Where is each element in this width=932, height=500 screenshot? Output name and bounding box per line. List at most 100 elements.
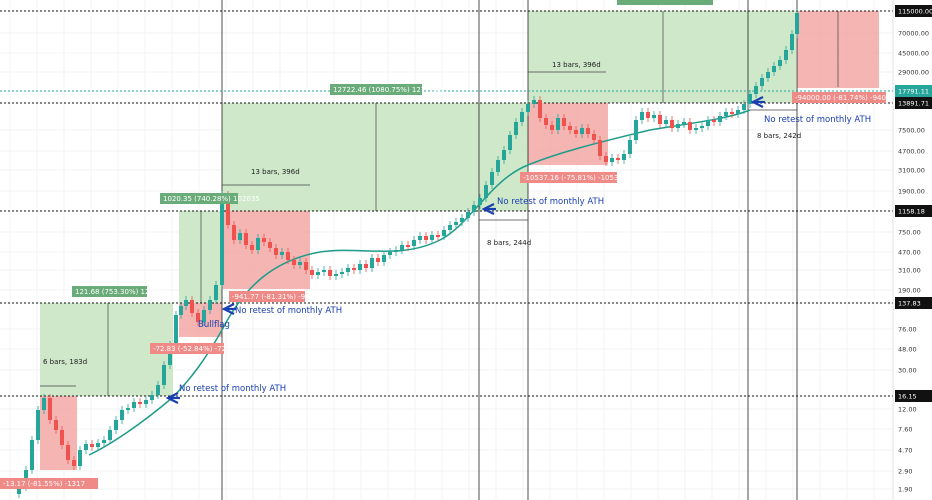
candle <box>682 122 686 124</box>
measure-box-green-4 <box>528 11 796 103</box>
candle <box>592 134 596 140</box>
candle <box>442 230 446 236</box>
candle <box>42 398 46 410</box>
candle <box>202 310 206 322</box>
candle <box>700 126 704 128</box>
price-tick-label: 7.60 <box>898 426 912 434</box>
candle <box>742 104 746 110</box>
price-tick-label: 13891.71 <box>898 100 929 108</box>
candle <box>508 135 512 150</box>
candle <box>220 195 224 285</box>
price-tick-label: 1158.18 <box>898 208 925 216</box>
candle <box>90 444 94 447</box>
price-tick-label: 70000.00 <box>898 30 929 38</box>
candle <box>310 270 314 275</box>
candle <box>322 270 326 272</box>
label-bars-2: 13 bars, 396d <box>251 168 300 176</box>
candle <box>226 195 230 225</box>
candle <box>556 118 560 130</box>
blue-arrows <box>165 96 765 404</box>
candle <box>490 172 494 185</box>
candle <box>394 250 398 252</box>
candle <box>784 50 788 60</box>
label-gain-3: 12722.46 (1080.75%) 1272246 <box>333 86 444 94</box>
candle <box>778 60 782 66</box>
candle <box>544 118 548 125</box>
candle <box>262 238 266 242</box>
candle <box>514 122 518 135</box>
measure-box-red-1 <box>40 396 77 470</box>
measure-arrows <box>40 11 839 396</box>
measure-box-green-3 <box>222 103 528 211</box>
candle <box>174 315 178 345</box>
candle <box>328 270 332 276</box>
price-tick-label: 190.00 <box>898 287 921 295</box>
candle <box>17 487 21 494</box>
price-tick-label: 1.90 <box>898 486 912 494</box>
label-loss-1: -13.17 (-81.55%) -1317 <box>3 480 85 488</box>
candle <box>370 258 374 268</box>
candle <box>412 240 416 246</box>
candle <box>36 410 40 440</box>
candle <box>184 300 188 306</box>
candle <box>580 128 584 134</box>
candle <box>460 218 464 222</box>
candle <box>190 300 194 313</box>
price-tick-label: 45000.00 <box>898 50 929 58</box>
candle <box>688 122 692 130</box>
candle <box>364 264 368 268</box>
candle <box>664 120 668 124</box>
candle <box>502 150 506 160</box>
price-tick-label: 30.00 <box>898 367 917 375</box>
price-tick-label: 4700.00 <box>898 148 925 156</box>
candle <box>162 365 166 385</box>
candle <box>138 402 142 404</box>
candle <box>150 395 154 400</box>
ath-levels <box>0 10 893 397</box>
candle <box>610 158 614 162</box>
annotation-no-retest-3: No retest of monthly ATH <box>497 197 604 207</box>
candle <box>676 124 680 128</box>
price-tag-bg <box>895 297 932 309</box>
label-loss-3: -941.77 (-81.31%) -94177 <box>232 293 323 301</box>
price-tick-label: 3100.00 <box>898 167 925 175</box>
candle <box>238 233 242 240</box>
label-gain-2: 1020.35 (740.28%) 102035 <box>163 195 260 203</box>
candle <box>448 225 452 230</box>
candle <box>484 185 488 198</box>
candle <box>795 13 799 34</box>
candle <box>736 110 740 114</box>
label-loss-2: -72.83 (-52.84%) -7283 <box>153 345 235 353</box>
candle <box>304 262 308 270</box>
price-tag-bg <box>895 5 932 17</box>
candles <box>17 9 799 498</box>
price-tick-label: 12.00 <box>898 406 917 414</box>
candle <box>48 398 52 420</box>
candle <box>214 285 218 300</box>
price-tick-label: 4.70 <box>898 447 912 455</box>
candle <box>748 94 752 104</box>
price-tick-label: 7500.00 <box>898 127 925 135</box>
label-bars-3: 13 bars, 396d <box>552 61 601 69</box>
candle <box>424 236 428 240</box>
candle <box>179 306 183 315</box>
price-tick-label: 470.00 <box>898 249 921 257</box>
candle <box>268 242 272 248</box>
candle <box>628 140 632 154</box>
candle <box>550 125 554 130</box>
candle <box>718 116 722 122</box>
candle <box>358 264 362 270</box>
candle <box>418 236 422 240</box>
label-bars-1: 6 bars, 183d <box>43 358 87 366</box>
candle <box>316 272 320 275</box>
candle <box>616 158 620 160</box>
candle <box>694 128 698 130</box>
price-axis: 115000.00 70000.00 45000.00 29000.00 17791.1… <box>895 5 932 494</box>
candle <box>292 260 296 265</box>
candle <box>562 118 566 126</box>
price-tag-bg <box>895 97 932 109</box>
candle <box>156 385 160 395</box>
candle <box>634 120 638 140</box>
candle <box>132 402 136 408</box>
candle <box>526 104 530 112</box>
